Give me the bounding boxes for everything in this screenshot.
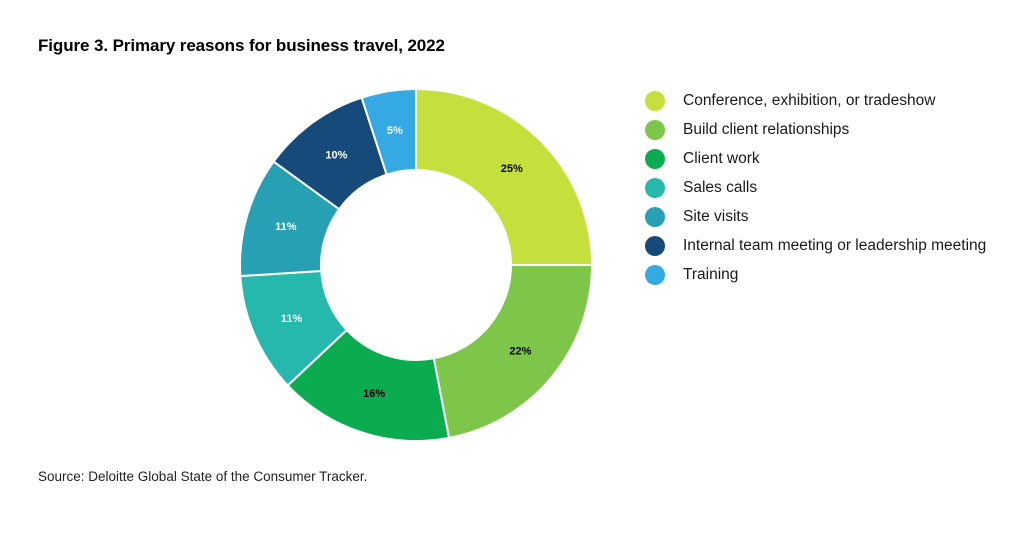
slice-value-label: 11%	[275, 221, 297, 233]
legend-swatch	[645, 120, 665, 140]
legend-swatch	[645, 265, 665, 285]
slice-value-label: 22%	[509, 345, 531, 357]
slice-value-label: 25%	[501, 163, 523, 175]
donut-slice	[416, 89, 592, 265]
legend-label: Sales calls	[683, 179, 757, 197]
legend-label: Training	[683, 266, 738, 284]
legend-item-internal-team-meeting: Internal team meeting or leadership meet…	[645, 231, 986, 260]
legend-item-site-visits: Site visits	[645, 202, 986, 231]
legend-swatch	[645, 178, 665, 198]
legend-label: Build client relationships	[683, 121, 849, 139]
slice-value-label: 11%	[281, 313, 303, 325]
legend-label: Site visits	[683, 208, 748, 226]
legend-swatch	[645, 236, 665, 256]
legend-item-sales-calls: Sales calls	[645, 173, 986, 202]
legend-label: Internal team meeting or leadership meet…	[683, 237, 986, 255]
slice-value-label: 5%	[387, 125, 403, 137]
legend-item-build-client-relationships: Build client relationships	[645, 115, 986, 144]
slice-value-label: 16%	[363, 388, 385, 400]
legend-label: Conference, exhibition, or tradeshow	[683, 92, 935, 110]
source-note: Source: Deloitte Global State of the Con…	[38, 469, 367, 484]
legend-swatch	[645, 91, 665, 111]
legend-swatch	[645, 149, 665, 169]
chart-legend: Conference, exhibition, or tradeshow Bui…	[645, 86, 986, 289]
legend-swatch	[645, 207, 665, 227]
legend-label: Client work	[683, 150, 760, 168]
donut-chart: 25% 22% 16% 11% 11% 10% 5%	[226, 75, 606, 455]
legend-item-client-work: Client work	[645, 144, 986, 173]
chart-title: Figure 3. Primary reasons for business t…	[38, 36, 445, 56]
legend-item-training: Training	[645, 260, 986, 289]
slice-value-label: 10%	[325, 149, 347, 161]
legend-item-conference: Conference, exhibition, or tradeshow	[645, 86, 986, 115]
